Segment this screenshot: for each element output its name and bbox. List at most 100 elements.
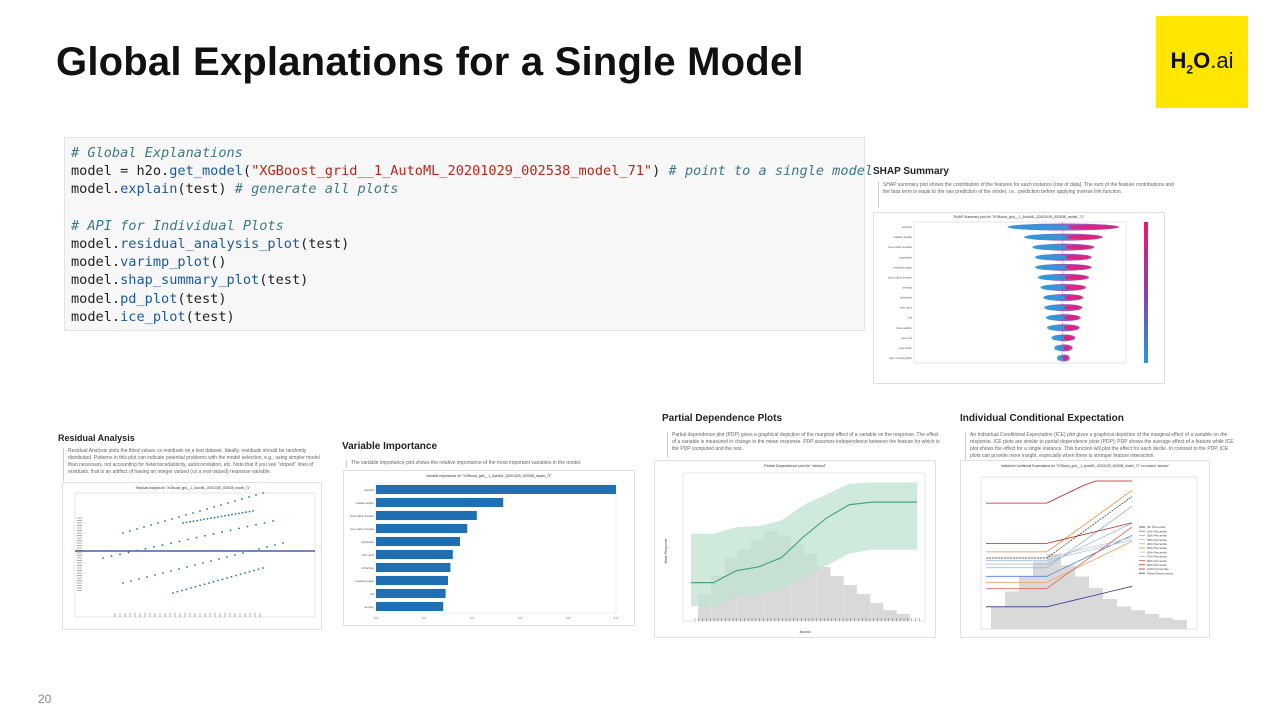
code-token: model. [71, 308, 121, 325]
ice-plot-title: Individual Conditional Expectations for … [1001, 464, 1169, 468]
residual-point [258, 548, 260, 550]
residual-point [170, 542, 172, 545]
shap-feature-label: volatile acidity [893, 235, 912, 239]
ice-svg: Individual Conditional Expectations for … [980, 464, 1198, 630]
ice-legend-label: 20th Percentile [1147, 534, 1167, 538]
shap-feature-label: alcohol [902, 225, 912, 229]
ice-legend-label: 30th Percentile [1147, 538, 1167, 542]
varimp-category-label: pH [370, 592, 374, 596]
varimp-category-label: free sulfur dioxide [350, 527, 374, 531]
shap-feature-label: pH [908, 316, 912, 320]
code-token: model. [71, 235, 121, 252]
residual-point [210, 517, 212, 520]
pdp-hist-bar [857, 594, 871, 621]
ice-hist-bar [991, 606, 1005, 629]
varimp-bar [376, 497, 504, 508]
shap-feature-label: type.missing(NA) [889, 356, 912, 360]
residual-point [221, 578, 224, 581]
code-token: model. [71, 290, 121, 307]
varimp-bar [376, 549, 453, 560]
code-token: # Global Explanations [71, 145, 243, 161]
ice-hist-bar [1145, 614, 1159, 629]
code-token: pd_plot [120, 290, 178, 307]
varimp-tick-label: 0.4 [470, 616, 475, 620]
ice-hist-bar [1075, 576, 1089, 629]
code-token: # point to a single model [668, 163, 874, 180]
residual-point [146, 576, 148, 578]
residual-point [246, 525, 249, 528]
residual-point [210, 560, 212, 562]
pdp-xlabel: alcohol [800, 630, 811, 634]
code-line: model.shap_summary_plot(test) [71, 271, 864, 289]
code-token: # API for Individual Plots [71, 217, 284, 234]
pdp-ylabel: Mean Response [664, 539, 668, 564]
pdp-hist-bar [870, 603, 884, 621]
h2o-logo: H2O.ai [1156, 16, 1248, 108]
code-token: shap_summary_plot [120, 272, 260, 289]
code-token: model. [71, 181, 121, 198]
pdp-line [691, 501, 917, 584]
shap-axes [913, 221, 1127, 364]
residual-point [119, 553, 121, 556]
varimp-category-label: density [364, 605, 374, 609]
code-token: (test) [177, 181, 235, 198]
ice-hist-bar [1047, 554, 1061, 629]
residual-point [204, 534, 206, 537]
residual-point [194, 585, 197, 588]
varimp-bar [376, 510, 477, 521]
residual-point [189, 520, 191, 523]
residual-point [185, 514, 187, 516]
code-token: (test) [177, 290, 227, 307]
varimp-bar [376, 536, 460, 547]
residual-point [274, 544, 276, 546]
residual-point [244, 572, 246, 574]
varimp-bar [376, 484, 616, 495]
shap-violin-low [1034, 254, 1068, 261]
ice-description: An Individual Conditional Expectation (I… [965, 432, 1240, 460]
ice-line [986, 522, 1133, 544]
residual-point [245, 511, 247, 514]
code-line: model.explain(test) # generate all plots [71, 180, 864, 198]
ice-hist-bar [1117, 606, 1131, 629]
ice-line [986, 522, 1133, 565]
varimp-title: Variable Importance [342, 441, 438, 452]
residual-point [220, 504, 222, 506]
shap-violin-high [1067, 224, 1118, 230]
residual-point [221, 531, 223, 533]
ice-hist-bar [1103, 599, 1117, 629]
residual-point [235, 574, 237, 577]
ice-title: Individual Conditional Expectation [960, 413, 1124, 424]
residual-point [187, 538, 189, 541]
pdp-hist-bar [896, 613, 910, 621]
pdp-plot: Partial Dependence plot for "alcohol" Mea… [654, 460, 936, 638]
shap-description: SHAP summary plot shows the contribution… [878, 182, 1175, 208]
residual-point [227, 514, 230, 517]
residual-point [150, 524, 152, 526]
residual-point [127, 551, 130, 554]
residual-analysis-plot: Residual Analysis for "XGBoost_grid__1_A… [62, 482, 322, 630]
ice-hist-bar [1159, 617, 1173, 629]
varimp-bar [376, 523, 468, 534]
ice-hist-bar [1131, 610, 1145, 629]
residual-point [195, 536, 198, 539]
ice-legend-label: 90th Percentile [1147, 563, 1167, 567]
residual-point [164, 520, 166, 522]
varimp-category-label: citric acid [361, 553, 374, 557]
shap-violin-low [1034, 264, 1068, 271]
code-line: model.pd_plot(test) [71, 290, 864, 308]
residual-point [217, 579, 219, 582]
residual-point [171, 518, 173, 520]
ice-legend-label: Partial Dependence [1147, 571, 1174, 575]
residual-point [253, 569, 255, 572]
varimp-bar [376, 588, 446, 599]
code-token: model [71, 163, 112, 180]
residual-point [255, 494, 257, 496]
pdp-description: Partial dependence plot (PDP) gives a gr… [667, 432, 944, 458]
ice-line [986, 585, 1133, 608]
varimp-tick-label: 1.0 [614, 616, 619, 620]
residual-point [255, 523, 257, 526]
code-token: "XGBoost_grid__1_AutoML_20201029_002538_… [251, 163, 653, 180]
shap-violin-high [1065, 254, 1090, 260]
ice-hist-bar [1005, 591, 1019, 629]
residual-point [144, 547, 147, 550]
